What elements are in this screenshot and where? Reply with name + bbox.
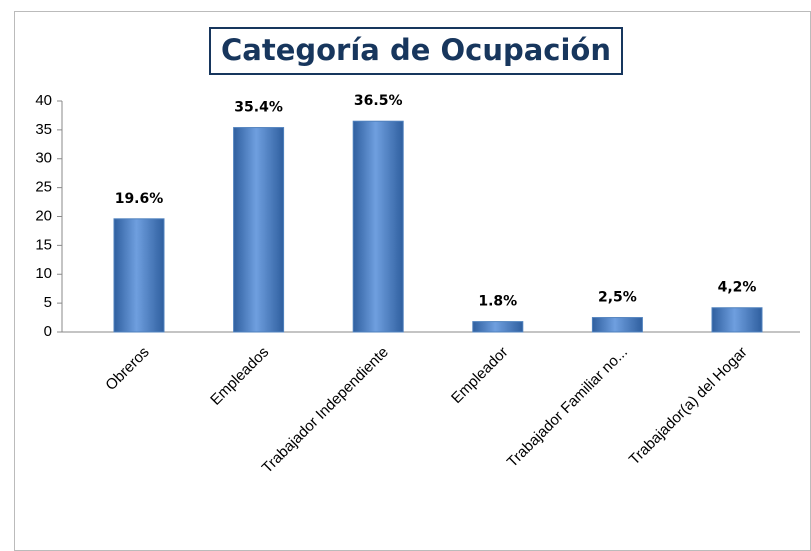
x-tick-label: Trabajador Independiente bbox=[259, 344, 392, 477]
y-tick-label: 40 bbox=[35, 92, 52, 109]
bar bbox=[711, 307, 763, 333]
x-tick-label: Trabajador Familiar no... bbox=[504, 344, 631, 471]
value-label: 2,5% bbox=[598, 290, 637, 306]
bar bbox=[352, 120, 404, 333]
y-tick-label: 10 bbox=[35, 265, 52, 282]
y-tick-label: 30 bbox=[35, 150, 52, 167]
value-label: 35.4% bbox=[234, 100, 283, 116]
bar bbox=[233, 127, 285, 333]
y-tick-label: 5 bbox=[44, 294, 52, 311]
value-label: 4,2% bbox=[718, 280, 757, 296]
value-label: 36.5% bbox=[354, 93, 403, 109]
y-tick-label: 20 bbox=[35, 207, 52, 224]
value-label: 19.6% bbox=[115, 191, 164, 207]
bar bbox=[591, 317, 643, 333]
x-tick-label: Trabajador(a) del Hogar bbox=[626, 344, 751, 469]
y-tick-label: 0 bbox=[44, 323, 52, 340]
bar bbox=[113, 218, 165, 333]
y-tick-label: 25 bbox=[35, 179, 52, 196]
x-tick-label: Empleados bbox=[207, 344, 272, 409]
value-label: 1.8% bbox=[478, 294, 517, 310]
y-tick-label: 15 bbox=[35, 236, 52, 253]
chart-title: Categoría de Ocupación bbox=[221, 33, 611, 67]
x-tick-label: Obreros bbox=[102, 344, 152, 394]
x-tick-label: Empleador bbox=[448, 344, 511, 407]
y-tick-label: 35 bbox=[35, 121, 52, 138]
title-box bbox=[209, 27, 623, 75]
bar bbox=[472, 321, 524, 333]
